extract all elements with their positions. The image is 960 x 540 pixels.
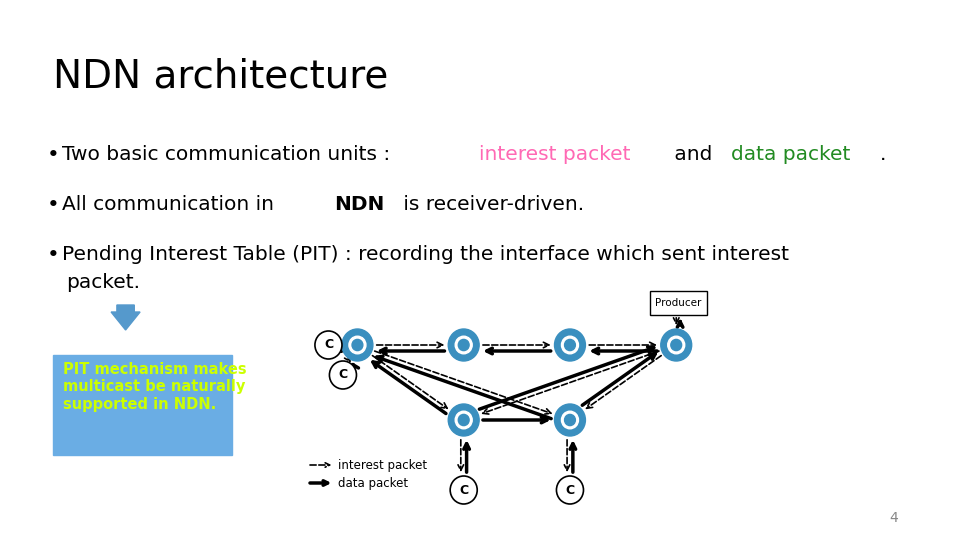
Text: Two basic communication units :: Two basic communication units : [61, 145, 396, 164]
Circle shape [555, 404, 586, 436]
Circle shape [342, 329, 372, 361]
Text: PIT mechanism makes
multicast be naturally
supported in NDN.: PIT mechanism makes multicast be natural… [62, 362, 247, 412]
Circle shape [660, 329, 692, 361]
Circle shape [448, 404, 479, 436]
Text: NDN: NDN [334, 195, 384, 214]
Text: Producer: Producer [655, 298, 702, 308]
Text: C: C [338, 368, 348, 381]
Circle shape [671, 340, 682, 350]
Circle shape [557, 476, 584, 504]
Text: All communication in: All communication in [61, 195, 280, 214]
Circle shape [564, 340, 575, 350]
Circle shape [315, 331, 342, 359]
Circle shape [668, 336, 684, 354]
Circle shape [562, 336, 579, 354]
Text: •: • [46, 195, 60, 215]
Text: packet.: packet. [65, 273, 140, 292]
Text: Pending Interest Table (PIT) : recording the interface which sent interest: Pending Interest Table (PIT) : recording… [61, 245, 789, 264]
Circle shape [455, 336, 472, 354]
Circle shape [448, 329, 479, 361]
Circle shape [450, 476, 477, 504]
Circle shape [455, 411, 472, 429]
Text: .: . [880, 145, 886, 164]
Text: •: • [46, 145, 60, 165]
Circle shape [348, 336, 366, 354]
Circle shape [352, 340, 363, 350]
Text: interest packet: interest packet [338, 458, 427, 471]
FancyBboxPatch shape [650, 291, 708, 315]
Text: data packet: data packet [338, 476, 408, 489]
Text: C: C [324, 339, 333, 352]
Circle shape [458, 340, 469, 350]
Text: is receiver-driven.: is receiver-driven. [396, 195, 584, 214]
Circle shape [458, 414, 469, 426]
Text: and: and [668, 145, 718, 164]
Circle shape [562, 411, 579, 429]
Text: 4: 4 [890, 511, 899, 525]
Circle shape [564, 414, 575, 426]
Text: C: C [565, 483, 574, 496]
Circle shape [329, 361, 356, 389]
FancyArrow shape [111, 305, 140, 330]
Text: interest packet: interest packet [479, 145, 631, 164]
Text: NDN architecture: NDN architecture [53, 58, 389, 96]
Circle shape [555, 329, 586, 361]
Text: •: • [46, 245, 60, 265]
Text: C: C [459, 483, 468, 496]
Text: data packet: data packet [732, 145, 851, 164]
FancyBboxPatch shape [53, 355, 232, 455]
